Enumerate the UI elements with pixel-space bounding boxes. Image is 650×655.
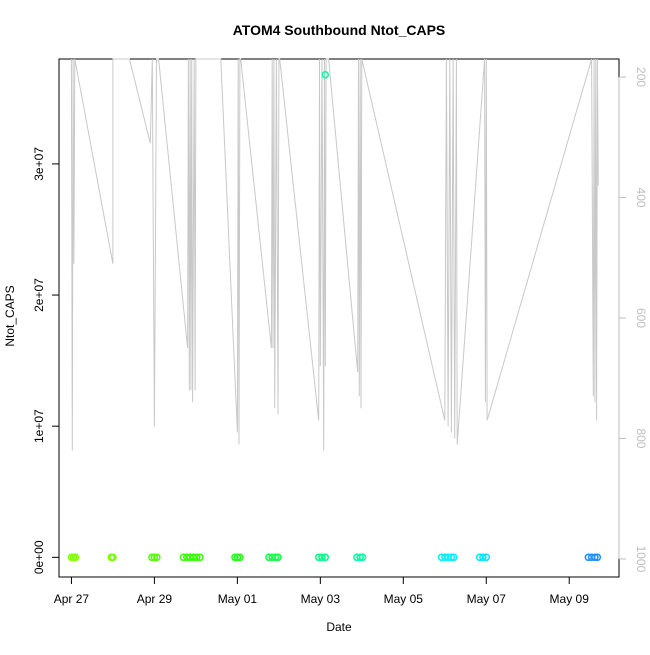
data-point (591, 553, 599, 562)
data-point (196, 553, 204, 562)
right-axis-tick-label: 200 (634, 67, 648, 87)
y-tick-label: 0e+00 (32, 540, 46, 574)
data-point (236, 553, 244, 562)
data-point (150, 553, 159, 562)
y-axis: 0e+00 1e+07 2e+07 3e+07 (32, 147, 60, 574)
x-tick-label: May 03 (301, 592, 341, 606)
x-tick-label: Apr 27 (54, 592, 90, 606)
x-tick-label: May 01 (218, 592, 258, 606)
data-point (482, 553, 491, 562)
data-point (321, 70, 330, 79)
y-tick-label: 1e+07 (32, 409, 46, 443)
right-axis-tick-label: 1000 (634, 546, 648, 573)
data-point (358, 553, 367, 562)
right-axis-series-group (70, 58, 599, 451)
data-point (593, 553, 602, 562)
plot-border (58, 58, 620, 578)
data-point (233, 553, 242, 562)
y-tick-label: 2e+07 (32, 278, 46, 312)
data-point (148, 553, 156, 562)
y-tick-label: 3e+07 (32, 147, 46, 181)
x-tick-label: Apr 29 (137, 592, 173, 606)
x-tick-label: May 05 (384, 592, 424, 606)
x-axis-label: Date (326, 620, 352, 634)
data-point (450, 553, 458, 562)
x-tick-label: May 09 (550, 592, 590, 606)
right-axis-tick-label: 800 (634, 428, 648, 448)
data-point (274, 553, 282, 562)
y-axis-right: 200 400 600 800 1000 (618, 67, 648, 573)
data-point (153, 553, 161, 562)
data-point (356, 553, 364, 562)
data-point (271, 553, 280, 562)
chart-title: ATOM4 Southbound Ntot_CAPS (233, 22, 446, 38)
data-point (479, 553, 487, 562)
series-line (70, 58, 599, 451)
scatter-points-group (67, 70, 602, 562)
x-tick-label: May 07 (467, 592, 507, 606)
right-axis-tick-label: 400 (634, 188, 648, 208)
data-point (231, 553, 239, 562)
right-axis-tick-label: 600 (634, 308, 648, 328)
data-point (192, 553, 201, 562)
data-point (447, 553, 456, 562)
x-axis: Apr 27 Apr 29 May 01 May 03 May 05 May 07 May … (54, 576, 590, 606)
data-point (109, 553, 117, 562)
data-point (318, 553, 326, 562)
data-point (321, 553, 330, 562)
data-point (71, 553, 80, 562)
y-axis-label: Ntot_CAPS (3, 285, 17, 346)
